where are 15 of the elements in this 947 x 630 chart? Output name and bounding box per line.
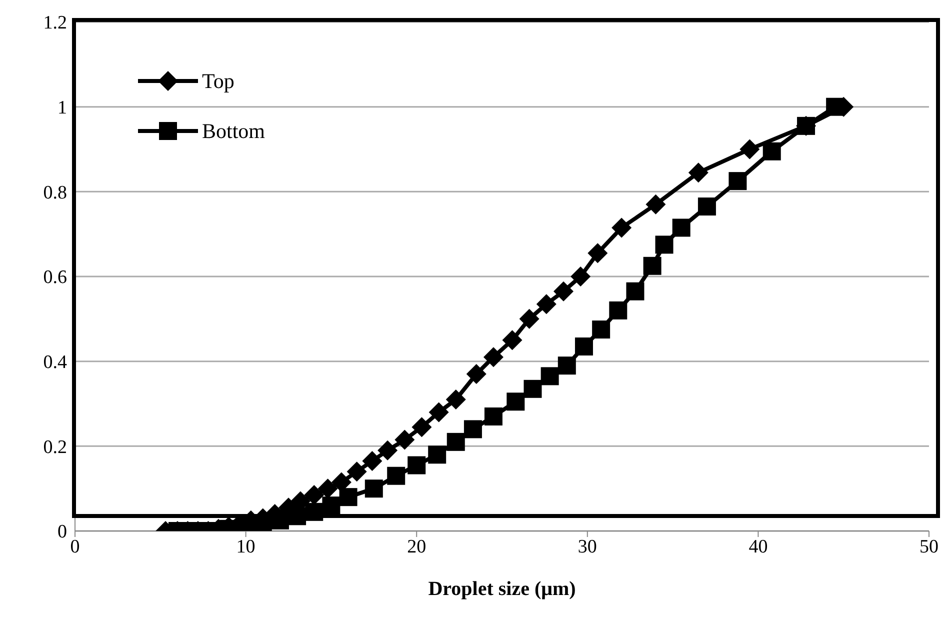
legend-label: Top <box>202 68 234 94</box>
y-tick-label: 0.8 <box>43 182 67 204</box>
legend-label: Bottom <box>202 118 266 144</box>
x-tick-label: 20 <box>407 536 426 558</box>
x-tick-label: 10 <box>236 536 256 558</box>
x-axis-title: Droplet size (μm) <box>428 578 576 600</box>
y-tick-label: 1 <box>58 98 67 119</box>
y-tick-label: 0.4 <box>43 352 68 374</box>
y-tick-label: 0.2 <box>43 436 67 458</box>
y-tick-label: 0.6 <box>43 267 67 288</box>
x-tick-label: 40 <box>748 536 768 558</box>
y-tick-label: 0 <box>58 522 67 543</box>
x-tick-label: 50 <box>920 536 938 558</box>
x-tick-label: 30 <box>578 536 597 558</box>
y-tick-label: 1.2 <box>43 12 67 34</box>
